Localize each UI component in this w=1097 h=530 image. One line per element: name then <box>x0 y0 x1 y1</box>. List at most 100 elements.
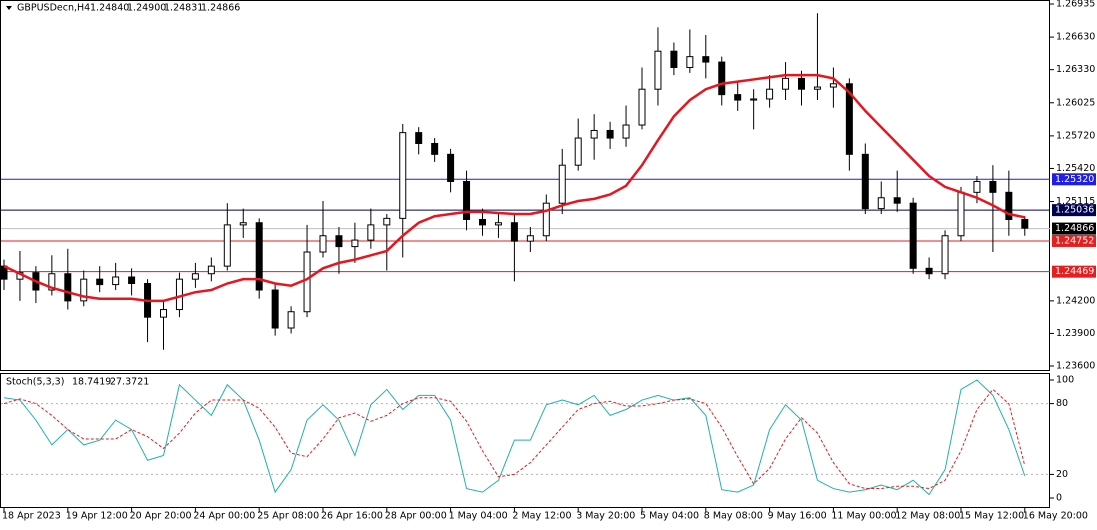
candle-body <box>925 267 933 275</box>
indicator-value: 27.3721 <box>110 377 149 388</box>
candle-body <box>590 129 598 139</box>
candle-body <box>989 180 997 193</box>
level-label-bg <box>1052 265 1096 278</box>
y-tick-label: 20 <box>1056 469 1068 480</box>
x-tick-label: 16 May 20:00 <box>1023 511 1088 522</box>
candle-body <box>813 86 821 90</box>
y-tick-label: 1.26630 <box>1056 32 1095 43</box>
indicator-value: 18.7419 <box>72 377 111 388</box>
y-tick-label: 1.23600 <box>1056 361 1095 372</box>
symbol: GBPUSDecn,H4 <box>17 3 90 14</box>
candle-body <box>798 77 805 90</box>
candle-body <box>638 88 646 126</box>
candle-body <box>175 278 183 311</box>
y-tick-label: 1.26330 <box>1056 64 1095 75</box>
candle-body <box>112 276 120 286</box>
x-tick-label: 19 Apr 12:00 <box>66 511 128 522</box>
x-tick-label: 3 May 20:00 <box>576 511 635 522</box>
candle-body <box>255 222 263 291</box>
candle-body <box>750 98 758 101</box>
x-tick-label: 25 Apr 08:00 <box>257 511 319 522</box>
candle-body <box>893 197 901 204</box>
y-tick-label: 80 <box>1056 398 1068 409</box>
x-tick-label: 28 Apr 00:00 <box>385 511 447 522</box>
x-tick-label: 12 May 08:00 <box>895 511 960 522</box>
candle-body <box>909 202 917 269</box>
header-value: 1.24900 <box>127 3 166 14</box>
candle-body <box>734 94 742 101</box>
candle-body <box>351 239 359 248</box>
candle-body <box>319 235 327 253</box>
x-tick-label: 18 Apr 2023 <box>2 511 61 522</box>
candle-body <box>223 224 231 267</box>
signal-line <box>3 388 1026 490</box>
x-tick-label: 20 Apr 20:00 <box>130 511 192 522</box>
x-tick-label: 2 May 12:00 <box>512 511 571 522</box>
candle-body <box>64 273 72 302</box>
level-label-bg <box>1052 173 1096 186</box>
x-tick-label: 11 May 00:00 <box>831 511 896 522</box>
candle-body <box>622 124 630 139</box>
header-value: 1.24831 <box>164 3 203 14</box>
candle-body <box>861 153 869 210</box>
candle-body <box>80 278 88 302</box>
indicator-name: Stoch(5,3,3) <box>6 377 64 388</box>
candle-body <box>574 137 582 166</box>
candle-body <box>941 235 949 275</box>
candle-body <box>702 56 710 63</box>
candle-body <box>239 222 247 226</box>
candle-body <box>654 50 662 90</box>
candle-body <box>1005 191 1013 220</box>
candle-body <box>558 164 566 204</box>
candle-body <box>670 50 678 68</box>
level-label-bg <box>1052 204 1096 217</box>
menu-arrow <box>6 6 12 10</box>
candle-body <box>447 153 455 182</box>
candle-body <box>973 180 981 193</box>
candle-body <box>957 191 965 237</box>
candle-body <box>415 132 423 144</box>
candle-body <box>845 83 853 155</box>
x-tick-label: 24 Apr 00:00 <box>193 511 255 522</box>
x-tick-label: 15 May 12:00 <box>959 511 1024 522</box>
x-tick-label: 26 Apr 16:00 <box>321 511 383 522</box>
candle-body <box>782 77 790 90</box>
y-tick-label: 1.24200 <box>1056 295 1095 306</box>
x-tick-label: 9 May 16:00 <box>768 511 827 522</box>
candle-body <box>718 61 726 96</box>
candle-body <box>431 142 439 155</box>
candle-body <box>335 235 343 248</box>
candle-body <box>160 309 167 318</box>
y-tick-label: 1.26025 <box>1056 97 1095 108</box>
candle-body <box>303 251 311 313</box>
x-tick-label: 1 May 04:00 <box>449 511 508 522</box>
moving-average <box>3 73 1026 303</box>
candle-body <box>766 88 774 100</box>
y-tick-label: 1.26935 <box>1056 0 1095 10</box>
candle-body <box>686 56 694 68</box>
candle-body <box>510 222 518 242</box>
header-value: 1.24840 <box>90 3 129 14</box>
y-tick-label: 1.25420 <box>1056 163 1095 174</box>
candle-body <box>383 217 391 226</box>
y-tick-label: 1.25115 <box>1056 196 1095 207</box>
level-label-bg <box>1052 234 1096 247</box>
level-label: 1.24469 <box>1055 266 1094 277</box>
candle-body <box>207 265 215 275</box>
candle-body <box>1021 218 1029 229</box>
candle-body <box>542 202 550 237</box>
candle-body <box>463 180 471 220</box>
main-line <box>3 379 1026 496</box>
candle-body <box>877 197 885 210</box>
candle-body <box>829 83 837 88</box>
y-tick-label: 100 <box>1056 375 1074 386</box>
candle-body <box>96 278 104 286</box>
x-tick-label: 8 May 08:00 <box>704 511 763 522</box>
current-price-label: 1.24866 <box>1055 223 1094 234</box>
candle-body <box>367 224 375 241</box>
header-value: 1.24866 <box>201 3 240 14</box>
current-price-bg <box>1052 222 1096 235</box>
level-label: 1.25036 <box>1055 205 1094 216</box>
candle-body <box>494 222 502 226</box>
